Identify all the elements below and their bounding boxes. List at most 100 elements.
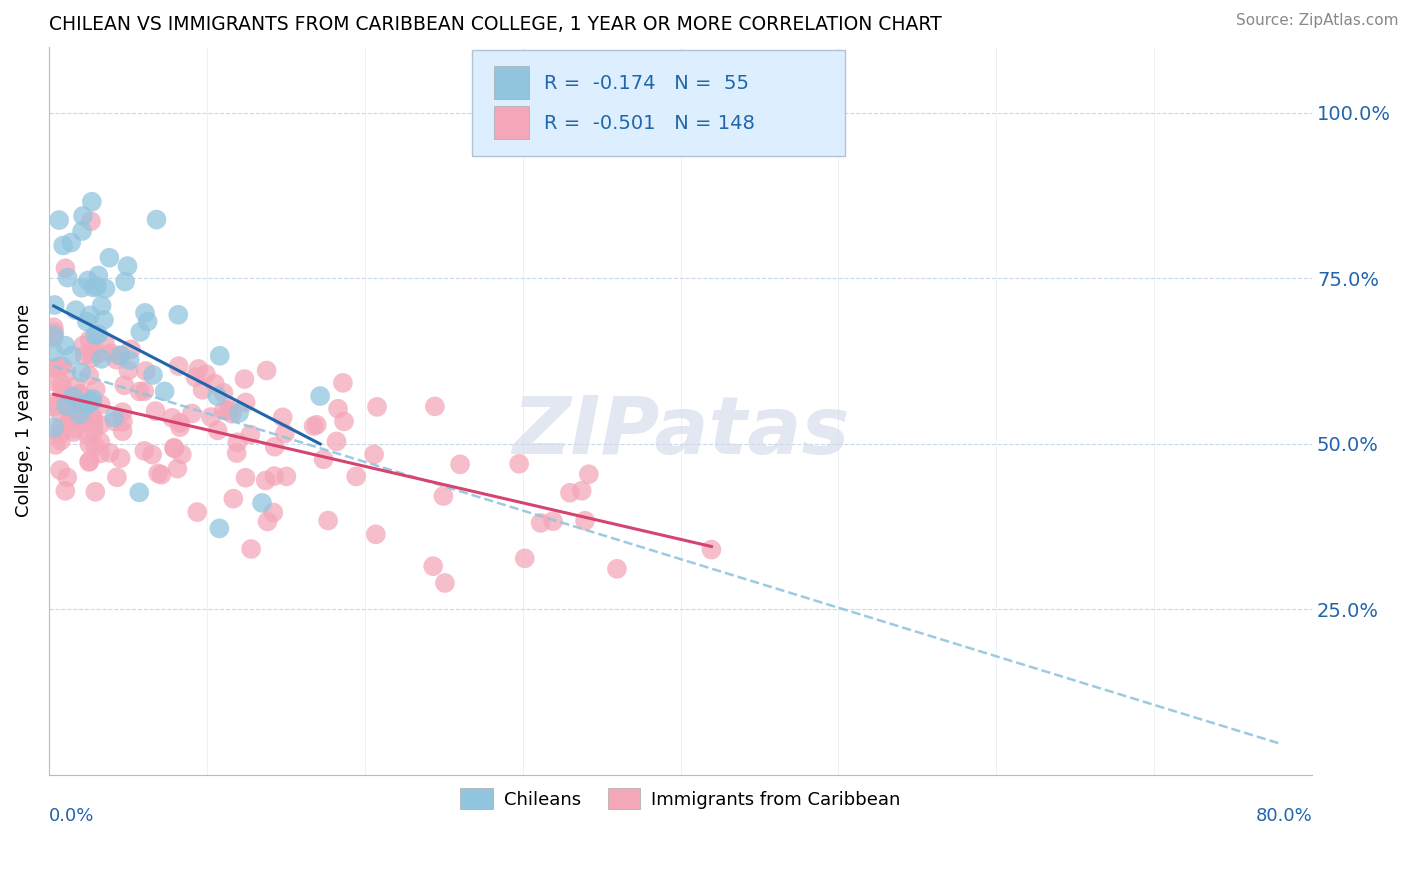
Point <box>578 467 600 482</box>
Point <box>90 299 112 313</box>
Point <box>44 420 66 434</box>
Point <box>134 306 156 320</box>
Point <box>558 485 581 500</box>
Point <box>163 442 186 456</box>
Point <box>160 410 183 425</box>
Point <box>51 359 73 374</box>
Point <box>302 419 325 434</box>
Point <box>44 326 66 340</box>
Point <box>56 366 79 380</box>
Point <box>363 447 385 461</box>
Point <box>134 443 156 458</box>
Point <box>226 435 249 450</box>
Point <box>180 407 202 421</box>
Point <box>63 422 86 436</box>
Point <box>423 400 446 414</box>
Point <box>87 346 110 360</box>
Point <box>87 268 110 283</box>
Point <box>87 327 110 342</box>
Point <box>117 363 139 377</box>
Point <box>114 275 136 289</box>
Point <box>77 273 100 287</box>
Point <box>84 439 107 453</box>
Point <box>366 400 388 414</box>
Point <box>166 461 188 475</box>
Point <box>571 483 593 498</box>
Point <box>142 368 165 382</box>
Point <box>332 376 354 390</box>
Point <box>49 463 72 477</box>
Point <box>212 403 235 417</box>
Point <box>221 407 243 421</box>
Point <box>449 458 471 472</box>
Point <box>235 395 257 409</box>
Point <box>52 238 75 252</box>
Point <box>55 399 77 413</box>
Point <box>110 348 132 362</box>
Point <box>432 489 454 503</box>
Point <box>541 514 564 528</box>
Point <box>256 515 278 529</box>
Point <box>89 446 111 460</box>
Point <box>153 384 176 399</box>
Point <box>128 384 150 399</box>
Point <box>112 378 135 392</box>
Point <box>72 414 94 428</box>
Point <box>254 474 277 488</box>
Point <box>77 368 100 383</box>
Point <box>79 454 101 468</box>
Point <box>103 410 125 425</box>
Point <box>56 470 79 484</box>
Point <box>70 224 93 238</box>
Point <box>129 325 152 339</box>
Point <box>70 366 93 380</box>
Point <box>111 424 134 438</box>
Point <box>49 434 72 448</box>
Point <box>606 562 628 576</box>
Point <box>80 395 103 409</box>
Text: 80.0%: 80.0% <box>1256 807 1312 825</box>
Point <box>42 395 65 409</box>
Point <box>94 336 117 351</box>
Point <box>53 483 76 498</box>
Point <box>145 404 167 418</box>
Point <box>117 259 139 273</box>
Point <box>128 485 150 500</box>
Point <box>62 390 84 404</box>
Point <box>163 441 186 455</box>
Point <box>150 467 173 482</box>
Point <box>79 333 101 347</box>
Point <box>44 298 66 312</box>
Text: R =  -0.174   N =  55: R = -0.174 N = 55 <box>544 74 749 94</box>
Point <box>111 415 134 429</box>
Point <box>42 360 65 375</box>
Point <box>700 542 723 557</box>
Point <box>62 413 84 427</box>
Point <box>312 452 335 467</box>
Point <box>508 457 530 471</box>
Point <box>118 353 141 368</box>
Point <box>73 408 96 422</box>
Point <box>83 280 105 294</box>
Point <box>104 414 127 428</box>
Point <box>79 309 101 323</box>
Point <box>256 363 278 377</box>
Point <box>218 402 240 417</box>
Text: 0.0%: 0.0% <box>49 807 94 825</box>
Text: ZIPat las: ZIPat las <box>509 393 852 472</box>
Point <box>250 496 273 510</box>
Point <box>65 380 87 394</box>
Point <box>51 383 73 397</box>
Point <box>79 437 101 451</box>
Point <box>48 359 70 374</box>
Point <box>42 345 65 359</box>
Point <box>42 331 65 345</box>
Point <box>184 370 207 384</box>
Point <box>212 385 235 400</box>
Point <box>84 327 107 342</box>
Point <box>207 423 229 437</box>
Point <box>90 351 112 366</box>
Point <box>110 451 132 466</box>
Point <box>222 491 245 506</box>
Point <box>316 514 339 528</box>
